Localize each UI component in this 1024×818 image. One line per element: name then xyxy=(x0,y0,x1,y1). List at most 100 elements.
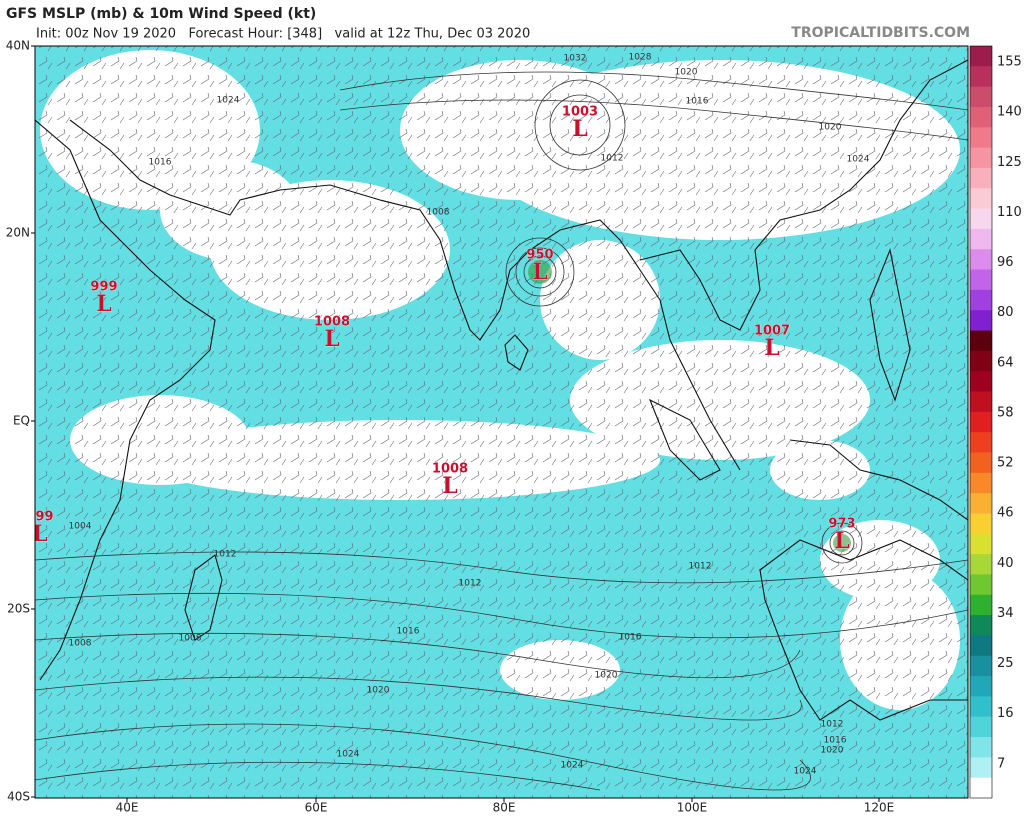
longitude-label: 60E xyxy=(305,801,328,815)
isobar-label: 1008 xyxy=(179,634,202,644)
colorbar-label: 34 xyxy=(997,606,1014,621)
colorbar-band xyxy=(970,208,992,230)
wind-barbs xyxy=(35,46,968,798)
colorbar-band xyxy=(970,411,992,433)
low-symbol: L xyxy=(96,291,111,317)
low-pressure-value: 999 xyxy=(90,280,117,295)
colorbar-band xyxy=(970,655,992,677)
colorbar-label: 58 xyxy=(997,405,1014,420)
latitude-label: EQ xyxy=(13,414,30,428)
colorbar-band xyxy=(970,127,992,149)
colorbar-band xyxy=(970,635,992,657)
isobar-label: 1024 xyxy=(337,750,360,760)
storm-cores xyxy=(528,260,851,552)
colorbar-label: 7 xyxy=(997,756,1005,771)
colorbar-band xyxy=(970,676,992,697)
low-symbol: L xyxy=(532,259,547,285)
map: 1032 102810241020101610121008101210161020… xyxy=(26,46,968,798)
longitude-label: 120E xyxy=(864,801,895,815)
low-symbol: L xyxy=(324,326,339,352)
brand: TROPICALTIDBITS.COM xyxy=(791,25,970,41)
colorbar-band xyxy=(970,757,992,779)
isobar-label: 1024 xyxy=(561,761,584,771)
colorbar-band xyxy=(970,615,992,636)
isobar-label: 1012 xyxy=(459,579,482,589)
low-symbol: L xyxy=(442,473,457,499)
colorbar-band xyxy=(970,147,992,169)
colorbar-label: 40 xyxy=(997,556,1014,571)
low-symbol: L xyxy=(32,521,47,547)
low-symbol: L xyxy=(764,335,779,361)
low-pressure-value: 999 xyxy=(26,510,53,525)
isobar-label: 1024 xyxy=(217,96,240,106)
low-pressure-value: 1008 xyxy=(432,462,468,477)
isobar-label: 1032 xyxy=(564,54,587,64)
colorbar-band xyxy=(970,269,992,291)
colorbar-band xyxy=(970,106,992,128)
isobar-label: 1012 xyxy=(601,154,624,164)
isobar-label: 1016 xyxy=(824,736,847,746)
colorbar-band xyxy=(970,594,992,616)
low-pressure-value: 973 xyxy=(828,517,855,532)
colorbar-label: 52 xyxy=(997,456,1014,471)
colorbar-label: 16 xyxy=(997,706,1014,721)
colorbar-band xyxy=(970,493,992,514)
isobar-label: 1016 xyxy=(397,627,420,637)
colorbar-label: 110 xyxy=(997,205,1022,220)
colorbar-band xyxy=(970,452,992,474)
latitude-label: 20S xyxy=(7,602,30,616)
isobar-label: 1016 xyxy=(619,633,642,643)
colorbar-label: 46 xyxy=(997,506,1014,521)
colorbar-band xyxy=(970,167,992,189)
colorbar-label: 140 xyxy=(997,105,1022,120)
colorbar-band xyxy=(970,533,992,555)
colorbar-band xyxy=(970,716,992,738)
isobar-label: 1008 xyxy=(69,639,92,649)
latitude-label: 20N xyxy=(6,226,30,240)
colorbar-band xyxy=(970,371,992,393)
isobar-label: 1028 xyxy=(629,53,652,63)
isobar-label: 1020 xyxy=(675,68,698,78)
colorbar-frame xyxy=(969,45,993,799)
colorbar-band xyxy=(970,228,992,250)
colorbar-band xyxy=(970,554,992,575)
colorbar-band xyxy=(970,350,992,372)
colorbar-band xyxy=(970,432,992,453)
colorbar-label: 155 xyxy=(997,55,1022,70)
colorbar-band xyxy=(970,289,992,311)
colorbar-band xyxy=(970,188,992,210)
subtitle: Init: 00z Nov 19 2020 Forecast Hour: [34… xyxy=(36,27,530,42)
colorbar-band xyxy=(970,249,992,271)
map-frame xyxy=(34,45,969,799)
isobar-label: 1020 xyxy=(367,686,390,696)
isobar-label: 1024 xyxy=(847,155,870,165)
isobar-label: 1020 xyxy=(821,746,844,756)
isobar-label: 1008 xyxy=(427,208,450,218)
low-pressure-value: 1003 xyxy=(562,105,598,120)
colorbar-band xyxy=(970,574,992,596)
isobar-label: 1016 xyxy=(149,158,172,168)
colorbar-band xyxy=(970,86,992,108)
colorbar-band xyxy=(970,330,992,352)
isobar-label: 1020 xyxy=(595,671,618,681)
colorbar-band xyxy=(970,46,992,67)
colorbar-band xyxy=(970,696,992,718)
low-symbol: L xyxy=(572,116,587,142)
low-symbol: L xyxy=(834,528,849,554)
colorbar-band xyxy=(970,310,992,332)
low-pressure-value: 1008 xyxy=(314,315,350,330)
colorbar-band xyxy=(970,472,992,494)
colorbar-band xyxy=(970,777,992,799)
isobar-labels: 1032 102810241020101610121008101210161020… xyxy=(69,53,870,777)
colorbar-band xyxy=(970,513,992,535)
colorbar-label: 125 xyxy=(997,155,1022,170)
isobar-label: 1020 xyxy=(819,123,842,133)
coastlines xyxy=(35,59,968,721)
colorbar-label: 64 xyxy=(997,355,1014,370)
colorbar-label: 80 xyxy=(997,305,1014,320)
colorbar-band xyxy=(970,66,992,88)
isobar-label: 1004 xyxy=(69,522,92,532)
latitude-label: 40N xyxy=(6,39,30,53)
